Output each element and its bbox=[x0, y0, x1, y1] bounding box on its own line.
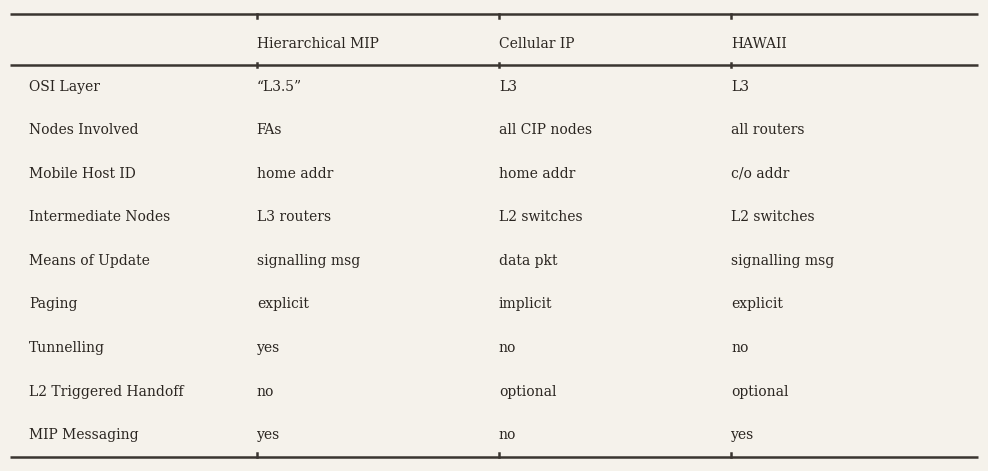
Text: yes: yes bbox=[257, 428, 280, 442]
Text: Intermediate Nodes: Intermediate Nodes bbox=[30, 211, 171, 224]
Text: optional: optional bbox=[499, 384, 556, 398]
Text: home addr: home addr bbox=[257, 167, 333, 181]
Text: Hierarchical MIP: Hierarchical MIP bbox=[257, 37, 378, 51]
Text: Paging: Paging bbox=[30, 298, 78, 311]
Text: L2 Triggered Handoff: L2 Triggered Handoff bbox=[30, 384, 184, 398]
Text: Cellular IP: Cellular IP bbox=[499, 37, 574, 51]
Text: c/o addr: c/o addr bbox=[731, 167, 789, 181]
Text: FAs: FAs bbox=[257, 123, 283, 138]
Text: explicit: explicit bbox=[257, 298, 308, 311]
Text: yes: yes bbox=[257, 341, 280, 355]
Text: OSI Layer: OSI Layer bbox=[30, 80, 100, 94]
Text: signalling msg: signalling msg bbox=[731, 254, 835, 268]
Text: optional: optional bbox=[731, 384, 788, 398]
Text: Nodes Involved: Nodes Involved bbox=[30, 123, 138, 138]
Text: L2 switches: L2 switches bbox=[731, 211, 815, 224]
Text: “L3.5”: “L3.5” bbox=[257, 80, 302, 94]
Text: L3 routers: L3 routers bbox=[257, 211, 331, 224]
Text: Means of Update: Means of Update bbox=[30, 254, 150, 268]
Text: yes: yes bbox=[731, 428, 755, 442]
Text: Mobile Host ID: Mobile Host ID bbox=[30, 167, 136, 181]
Text: all routers: all routers bbox=[731, 123, 804, 138]
Text: no: no bbox=[499, 428, 516, 442]
Text: HAWAII: HAWAII bbox=[731, 37, 787, 51]
Text: explicit: explicit bbox=[731, 298, 783, 311]
Text: data pkt: data pkt bbox=[499, 254, 557, 268]
Text: no: no bbox=[257, 384, 274, 398]
Text: L3: L3 bbox=[731, 80, 749, 94]
Text: signalling msg: signalling msg bbox=[257, 254, 360, 268]
Text: L3: L3 bbox=[499, 80, 517, 94]
Text: all CIP nodes: all CIP nodes bbox=[499, 123, 592, 138]
Text: L2 switches: L2 switches bbox=[499, 211, 583, 224]
Text: Tunnelling: Tunnelling bbox=[30, 341, 106, 355]
Text: MIP Messaging: MIP Messaging bbox=[30, 428, 139, 442]
Text: implicit: implicit bbox=[499, 298, 552, 311]
Text: no: no bbox=[731, 341, 749, 355]
Text: no: no bbox=[499, 341, 516, 355]
Text: home addr: home addr bbox=[499, 167, 575, 181]
